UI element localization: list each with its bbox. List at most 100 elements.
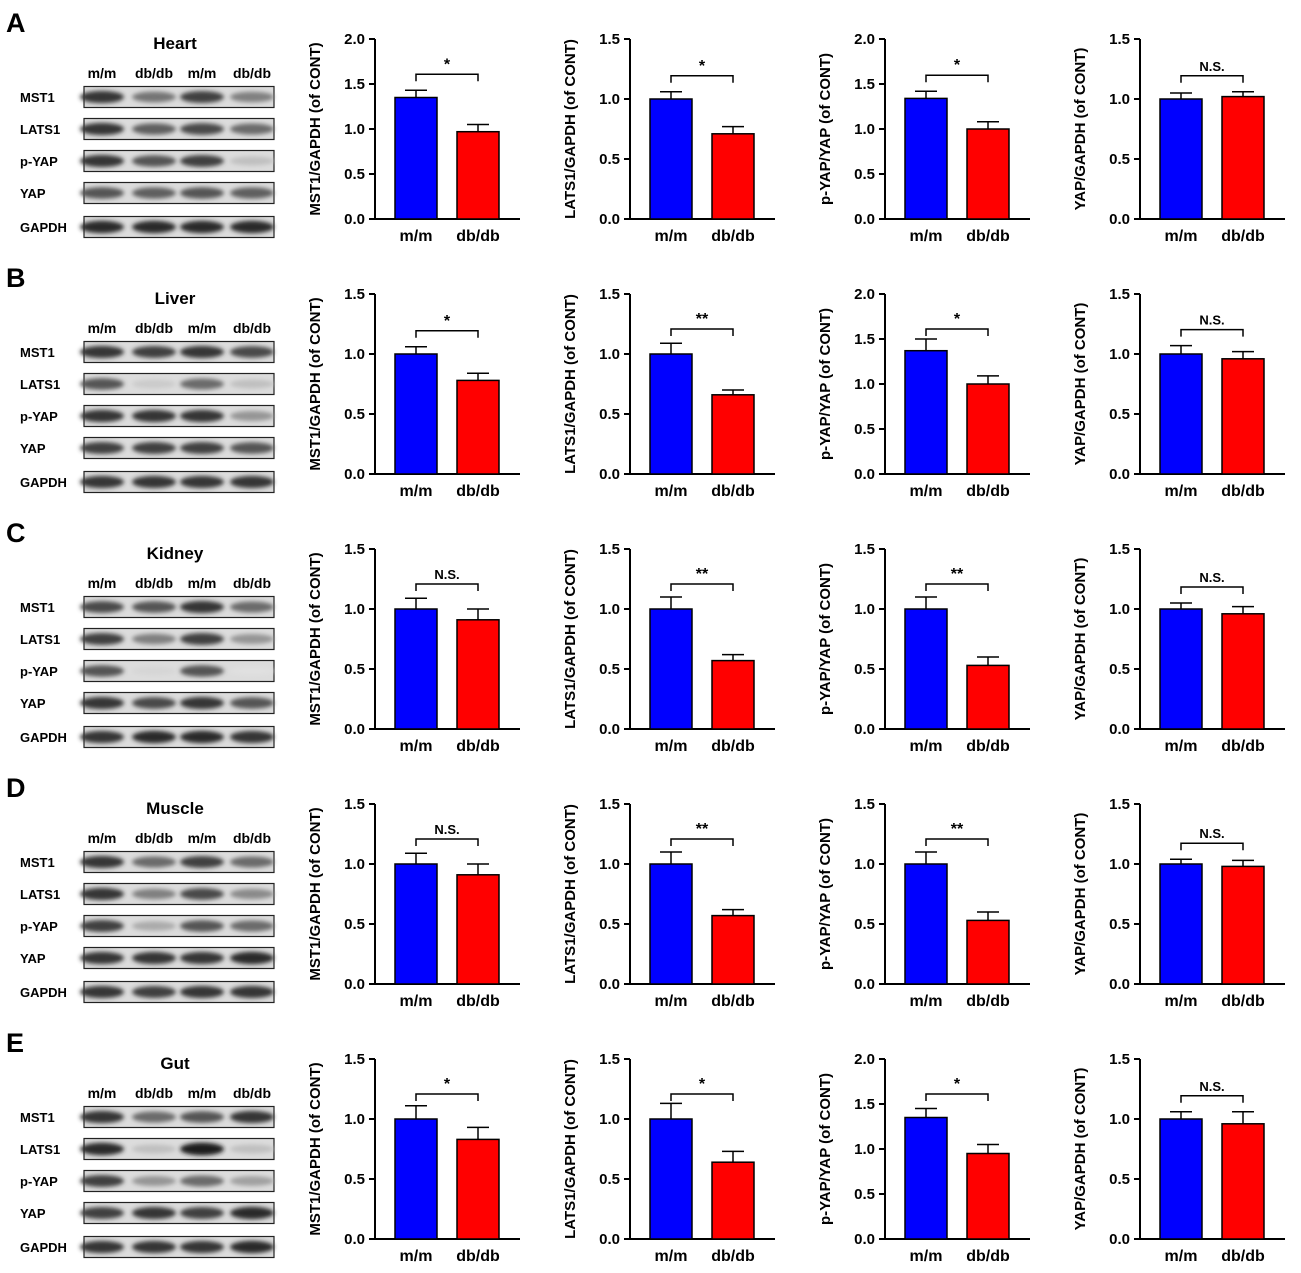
y-tick-label: 0.5 — [854, 421, 875, 438]
bar-chart: MST1/GAPDH (of CONT) 0.0 0.5 1.0 1.5 m/m db/db… — [307, 796, 520, 1010]
x-tick-label: m/m — [1165, 993, 1198, 1010]
blot-band — [230, 123, 274, 135]
bar-chart: p-YAP/YAP (of CONT) 0.0 0.5 1.0 1.5 2.0 m/m db/… — [817, 31, 1030, 245]
x-tick-label: db/db — [966, 993, 1010, 1010]
y-tick-label: 0.0 — [854, 211, 875, 228]
panel-letter: A — [6, 8, 26, 38]
blot-band — [132, 888, 176, 900]
blot-band — [132, 921, 176, 931]
y-axis-label: LATS1/GAPDH (of CONT) — [562, 39, 579, 219]
blot-band — [132, 986, 176, 998]
blot-band — [230, 634, 274, 644]
bar-chart: YAP/GAPDH (of CONT) 0.0 0.5 1.0 1.5 m/m db/db N… — [1072, 796, 1285, 1010]
blot-band — [132, 123, 176, 135]
y-tick-label: 0.5 — [344, 1171, 365, 1188]
blot-band — [80, 378, 124, 390]
y-tick-label: 0.5 — [854, 661, 875, 678]
protein-label: MST1 — [20, 855, 55, 870]
blot-band — [230, 601, 274, 613]
bar-chart: MST1/GAPDH (of CONT) 0.0 0.5 1.0 1.5 m/m db/db… — [307, 286, 520, 500]
y-tick-label: 0.5 — [1109, 151, 1130, 168]
protein-label: p-YAP — [20, 664, 58, 679]
tissue-title: Gut — [160, 1054, 190, 1073]
protein-label: GAPDH — [20, 220, 67, 235]
y-tick-label: 0.5 — [344, 661, 365, 678]
bar-dbdb — [711, 133, 755, 220]
lane-label: m/m — [88, 320, 117, 336]
blot-band — [180, 187, 224, 199]
bar-dbdb — [711, 1161, 755, 1240]
significance-label: * — [444, 56, 451, 73]
y-tick-label: 1.0 — [854, 601, 875, 618]
blot-band — [132, 1176, 176, 1186]
lane-label: m/m — [188, 830, 217, 846]
blot-band — [180, 985, 224, 999]
blot-band — [132, 442, 176, 454]
bar-chart: p-YAP/YAP (of CONT) 0.0 0.5 1.0 1.5 2.0 m/m db/… — [817, 1051, 1030, 1265]
blot-band — [180, 220, 224, 234]
y-tick-label: 0.0 — [344, 466, 365, 483]
y-tick-label: 0.5 — [599, 406, 620, 423]
blot-band — [230, 985, 274, 999]
x-tick-label: m/m — [910, 228, 943, 245]
blot-band — [80, 187, 124, 199]
y-tick-label: 1.5 — [1109, 31, 1130, 48]
blot-band — [180, 1142, 224, 1156]
protein-label: LATS1 — [20, 377, 60, 392]
panel-d: D Muscle m/m db/db m/m db/db MST1 LATS1 p-YAP YAP… — [6, 773, 275, 1004]
blot-band — [80, 985, 124, 999]
y-tick-label: 1.5 — [344, 76, 365, 93]
blot-band — [180, 409, 224, 423]
y-tick-label: 0.0 — [599, 721, 620, 738]
y-axis-label: p-YAP/YAP (of CONT) — [817, 53, 834, 205]
protein-label: GAPDH — [20, 475, 67, 490]
y-tick-label: 1.0 — [599, 346, 620, 363]
bar-dbdb — [966, 919, 1010, 985]
protein-label: YAP — [20, 1206, 46, 1221]
protein-label: GAPDH — [20, 730, 67, 745]
blot-band — [230, 888, 274, 900]
lane-label: m/m — [188, 575, 217, 591]
blot-band — [80, 154, 124, 168]
blot-strip — [80, 1235, 275, 1259]
y-tick-label: 0.0 — [344, 211, 365, 228]
significance-bracket — [415, 838, 479, 846]
y-tick-label: 0.0 — [1109, 721, 1130, 738]
protein-label: YAP — [20, 186, 46, 201]
blot-band — [132, 475, 176, 489]
bar-mm — [649, 1118, 693, 1240]
bar-mm — [904, 1116, 948, 1240]
y-tick-label: 0.5 — [599, 661, 620, 678]
bar-dbdb — [1221, 613, 1265, 730]
y-tick-label: 1.0 — [599, 601, 620, 618]
significance-label: ** — [696, 566, 709, 583]
blot-band — [80, 730, 124, 744]
blot-band — [230, 730, 274, 744]
y-axis-label: YAP/GAPDH (of CONT) — [1072, 1068, 1089, 1231]
y-tick-label: 1.0 — [344, 601, 365, 618]
bar-mm — [1159, 863, 1203, 985]
blot-band — [230, 1206, 274, 1220]
bar-dbdb — [456, 619, 500, 730]
y-tick-label: 0.0 — [1109, 211, 1130, 228]
bar-chart: p-YAP/YAP (of CONT) 0.0 0.5 1.0 1.5 2.0 m/m db/… — [817, 286, 1030, 500]
blot-band — [80, 601, 124, 613]
bar-chart: YAP/GAPDH (of CONT) 0.0 0.5 1.0 1.5 m/m db/db N… — [1072, 541, 1285, 755]
blot-strip — [80, 980, 275, 1004]
blot-band — [180, 442, 224, 454]
lane-label: m/m — [88, 830, 117, 846]
y-tick-label: 1.5 — [599, 1051, 620, 1068]
significance-bracket — [415, 73, 479, 82]
x-tick-label: m/m — [1165, 1248, 1198, 1265]
bar-chart: LATS1/GAPDH (of CONT) 0.0 0.5 1.0 1.5 m/m db/d… — [562, 541, 775, 755]
blot-strip — [80, 725, 275, 749]
blot-band — [132, 409, 176, 423]
y-tick-label: 0.0 — [854, 976, 875, 993]
significance-label: N.S. — [1199, 826, 1224, 841]
significance-bracket — [925, 328, 989, 336]
y-tick-label: 0.5 — [1109, 661, 1130, 678]
y-tick-label: 1.5 — [854, 541, 875, 558]
y-tick-label: 0.5 — [1109, 1171, 1130, 1188]
y-tick-label: 1.5 — [599, 796, 620, 813]
blot-band — [180, 1175, 224, 1187]
